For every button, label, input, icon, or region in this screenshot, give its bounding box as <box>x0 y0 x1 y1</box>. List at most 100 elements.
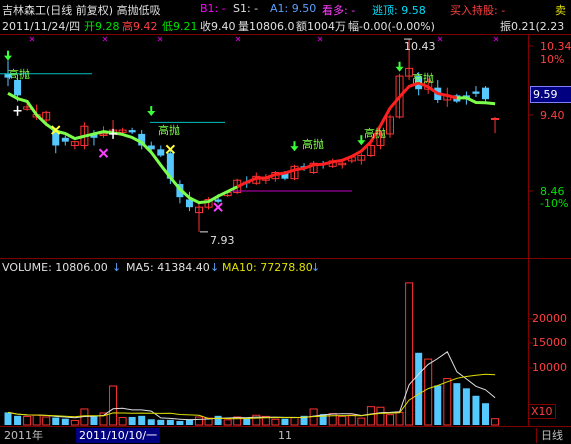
volume-bar <box>453 383 461 425</box>
volume-bar <box>109 385 118 426</box>
quote-amount: 额1004万 <box>296 20 346 33</box>
sell-arrow-icon <box>147 111 156 117</box>
volume-bar <box>491 418 500 426</box>
candle-body <box>4 73 12 78</box>
volume-bar <box>386 414 394 426</box>
candle-body <box>405 67 414 77</box>
volume-bar <box>366 406 375 426</box>
candlestick-series <box>4 39 500 232</box>
volume-bar <box>176 420 184 425</box>
s1-indicator: S1: - <box>233 2 259 15</box>
volume-bar <box>338 415 347 426</box>
period-tab[interactable]: 日线 <box>536 428 563 443</box>
volume-bar <box>376 406 385 426</box>
volume-axis-20000: 20000 <box>532 312 567 325</box>
month-label: 11 <box>278 429 292 442</box>
plus-marker-icon <box>109 128 118 139</box>
candle-body <box>185 199 193 208</box>
volume-bar <box>252 414 261 426</box>
volume-bar <box>271 418 280 426</box>
ma10-value: MA10: 77278.80 <box>222 261 313 274</box>
candle-body <box>90 133 98 138</box>
candle-body <box>52 130 60 146</box>
cross-marker-icon <box>51 125 61 135</box>
sell-arrow-icon <box>357 140 366 146</box>
down-arrow-icon: ↓ <box>112 261 122 274</box>
volume-bar <box>415 352 423 425</box>
cursor-date-tab[interactable]: 2011/10/10/一 <box>76 428 161 443</box>
quote-amplitude: 振0.21(2.23 <box>500 20 565 33</box>
volume-bar <box>424 358 433 426</box>
quote-volume: 量10806.0 <box>238 20 295 33</box>
volume-bar <box>185 419 193 425</box>
volume-bar <box>395 411 404 426</box>
volume-bar <box>166 419 174 425</box>
volume-bars <box>4 282 500 426</box>
volume-bar <box>281 418 289 425</box>
volume-bar <box>157 419 165 425</box>
volume-bar <box>23 415 32 426</box>
candle-body <box>157 149 165 156</box>
volume-bar <box>61 418 69 425</box>
volume-bar <box>462 388 470 425</box>
volume-bar <box>128 416 136 425</box>
volume-bar <box>472 395 480 425</box>
volume-bar <box>4 412 12 425</box>
volume-bar <box>195 416 203 426</box>
candle-body <box>42 111 51 121</box>
volume-bar <box>319 414 327 425</box>
candle-body <box>472 91 480 94</box>
volume-bar <box>70 419 79 426</box>
price-axis-top: 10.34 <box>540 40 571 53</box>
volume-bar <box>147 419 155 425</box>
candle-body <box>453 95 461 102</box>
candle-body <box>147 145 155 150</box>
buy-hold-indicator: 买入持股: - <box>450 4 506 17</box>
top-dot-marker-icon <box>235 36 241 42</box>
year-label: 2011年 <box>4 429 43 442</box>
sell-signal-label: 高抛 <box>364 127 386 140</box>
trend-line-down <box>7 91 238 205</box>
candle-body <box>376 133 385 146</box>
volume-bar <box>233 416 242 426</box>
volume-bar <box>443 378 452 426</box>
candle-body <box>138 133 146 146</box>
kline-chart[interactable] <box>0 0 571 426</box>
candle-body <box>482 87 489 100</box>
b1-indicator: B1: - <box>200 2 226 15</box>
candle-body <box>166 153 174 179</box>
candle-body <box>128 130 136 133</box>
candle-body <box>70 141 79 146</box>
current-price-tag: 9.59 <box>530 86 571 103</box>
volume-bar <box>434 385 442 425</box>
taoding-indicator: 逃顶: 9.58 <box>372 4 426 17</box>
volume-bar <box>118 417 127 426</box>
trend-line-tail <box>456 96 496 106</box>
volume-value: VOLUME: 10806.00 <box>2 261 108 274</box>
volume-axis-10000: 10000 <box>532 361 567 374</box>
candle-body <box>338 162 347 166</box>
trend-line-up <box>236 81 458 189</box>
high-marker-label: 10.43 <box>404 40 436 53</box>
candle-body <box>14 79 22 96</box>
top-dot-marker-icon <box>102 36 108 42</box>
volume-ma-lines <box>7 351 496 421</box>
sell-signal-label: 高抛 <box>302 138 324 151</box>
sell-signal-label: 高抛 <box>412 72 434 85</box>
volume-ma5-line <box>7 351 496 421</box>
volume-axis-15000: 15000 <box>532 336 567 349</box>
cross-marker-icon <box>98 148 109 158</box>
date-axis-bar: 2011年 2011/10/10/一 11 日线 <box>0 426 571 444</box>
volume-unit-label: X10 <box>528 404 556 419</box>
sell-signal-label: 高抛 <box>158 124 180 137</box>
plus-marker-icon <box>13 105 22 116</box>
candle-body <box>386 116 394 135</box>
top-dot-marker-icon <box>157 36 163 42</box>
quote-open: 开9.28 <box>84 20 120 33</box>
volume-bar <box>405 282 414 426</box>
volume-bar <box>223 419 232 426</box>
top-dot-marker-icon <box>493 36 499 42</box>
quote-high: 高9.42 <box>122 20 158 33</box>
volume-bar <box>290 417 299 426</box>
candle-body <box>61 137 69 142</box>
